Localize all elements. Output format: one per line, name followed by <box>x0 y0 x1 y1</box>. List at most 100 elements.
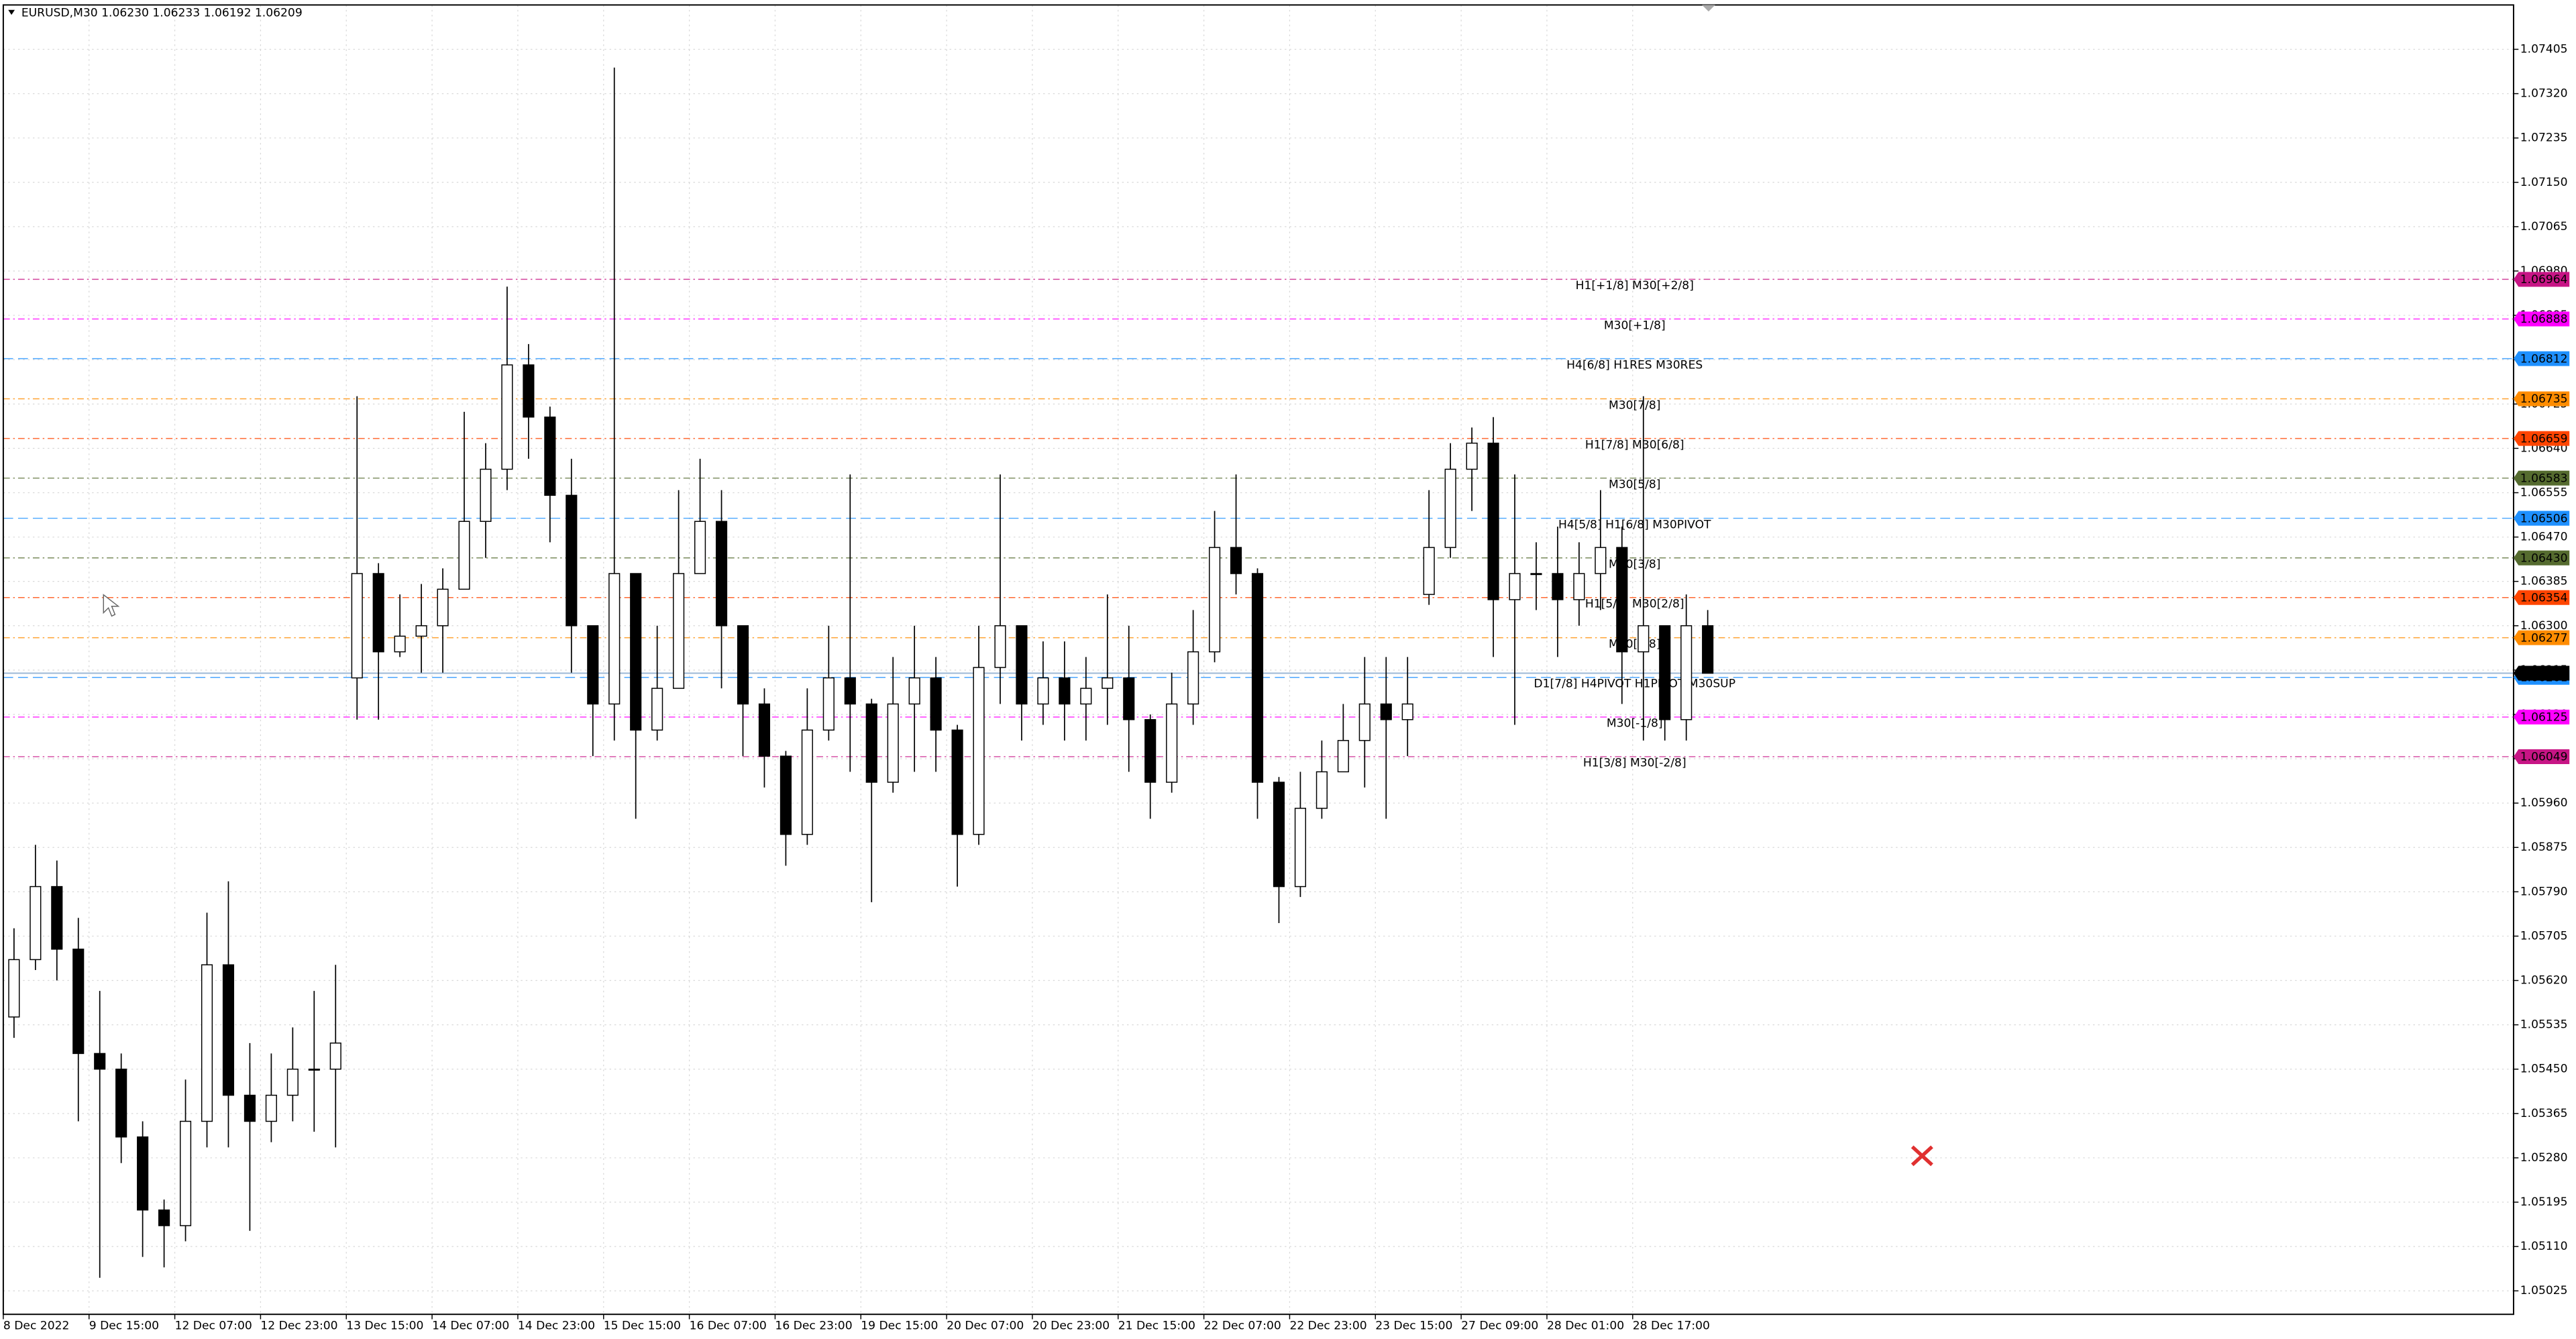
level-label: H1[7/8] M30[6/8] <box>1585 438 1684 451</box>
x-tick-label: 28 Dec 17:00 <box>1633 1319 1710 1332</box>
candle-body <box>1016 625 1028 705</box>
candle-body <box>1166 703 1178 783</box>
candle-body <box>544 416 556 496</box>
candle-body <box>115 1069 127 1138</box>
level-label: M30[-1/8] <box>1607 717 1663 731</box>
x-tick-label: 13 Dec 15:00 <box>346 1319 423 1332</box>
level-badge-label: 1.06659 <box>2520 432 2568 445</box>
level-badge-label: 1.06735 <box>2520 392 2568 406</box>
candle-body <box>394 635 406 653</box>
y-tick-label: 1.06300 <box>2520 619 2568 633</box>
candle-body <box>951 729 963 835</box>
candle-body <box>222 964 235 1096</box>
candle-body <box>1552 573 1564 600</box>
x-tick-label: 27 Dec 09:00 <box>1461 1319 1538 1332</box>
y-tick-label: 1.05110 <box>2520 1240 2568 1253</box>
candle-body <box>822 677 835 731</box>
x-tick-label: 15 Dec 15:00 <box>604 1319 681 1332</box>
level-label: M30[7/8] <box>1609 398 1661 412</box>
candle-body <box>30 886 42 961</box>
level-badge-label: 1.06125 <box>2520 711 2568 725</box>
level-badge <box>2513 550 2570 566</box>
candle-body <box>566 494 578 627</box>
candle-body <box>608 573 621 705</box>
mouse-cursor <box>103 594 120 617</box>
candle-body <box>8 959 20 1018</box>
candle-body <box>137 1136 149 1211</box>
candle-body <box>758 703 771 757</box>
candle-body <box>994 625 1006 668</box>
bid-badge <box>2513 665 2570 681</box>
candle-body <box>1294 808 1307 888</box>
x-tick-label: 20 Dec 07:00 <box>947 1319 1024 1332</box>
candle-body <box>1444 468 1456 548</box>
level-label: M30[5/8] <box>1609 478 1661 491</box>
candle-body <box>887 703 899 783</box>
candle-body <box>415 625 427 637</box>
y-tick-label: 1.07405 <box>2520 42 2568 56</box>
candle-body <box>480 468 492 522</box>
y-tick-label: 1.05875 <box>2520 841 2568 854</box>
candle-body <box>1316 771 1328 809</box>
candle-body <box>265 1094 277 1122</box>
y-tick-label: 1.07320 <box>2520 87 2568 101</box>
y-tick-label: 1.05450 <box>2520 1063 2568 1076</box>
candle-body <box>308 1069 320 1071</box>
candle-body <box>372 573 384 653</box>
y-tick-label: 1.05025 <box>2520 1284 2568 1297</box>
shift-marker <box>1702 5 1715 12</box>
y-tick-label: 1.05280 <box>2520 1151 2568 1165</box>
candle-body <box>501 364 513 470</box>
candle-body <box>1102 677 1114 689</box>
candle-body <box>1123 677 1135 720</box>
candle-body <box>801 729 813 835</box>
candle-body <box>1680 625 1693 720</box>
candle-body <box>1702 625 1714 674</box>
x-tick-label: 9 Dec 15:00 <box>89 1319 159 1332</box>
candle-body <box>973 667 985 835</box>
x-tick-label: 21 Dec 15:00 <box>1118 1319 1195 1332</box>
candle-body <box>1209 547 1221 653</box>
level-badge <box>2513 311 2570 327</box>
y-tick-label: 1.07235 <box>2520 131 2568 145</box>
candle-body <box>1037 677 1049 705</box>
candle-body <box>780 755 792 835</box>
y-tick-label: 1.06385 <box>2520 575 2568 588</box>
level-badge-label: 1.06888 <box>2520 313 2568 326</box>
y-tick-label: 1.05195 <box>2520 1195 2568 1209</box>
y-tick-label: 1.05705 <box>2520 929 2568 943</box>
candle-body <box>458 521 470 590</box>
y-tick-label: 1.05365 <box>2520 1107 2568 1120</box>
level-badge-label: 1.06430 <box>2520 551 2568 565</box>
y-tick-label: 1.05620 <box>2520 974 2568 987</box>
candle-body <box>437 588 449 627</box>
candle-body <box>329 1042 341 1070</box>
level-badge <box>2513 630 2570 645</box>
candle-body <box>844 677 856 705</box>
candle-body <box>908 677 920 705</box>
level-label: H1[+1/8] M30[+2/8] <box>1576 279 1694 292</box>
y-tick-label: 1.05960 <box>2520 796 2568 810</box>
candle-body <box>351 573 363 679</box>
candle-body <box>286 1069 299 1096</box>
x-tick-label: 22 Dec 23:00 <box>1289 1319 1366 1332</box>
x-tick-label: 12 Dec 23:00 <box>260 1319 337 1332</box>
candle-body <box>587 625 599 705</box>
x-tick-label: 14 Dec 23:00 <box>518 1319 595 1332</box>
level-badge <box>2513 391 2570 407</box>
candle-body <box>1337 740 1349 773</box>
candle-body <box>72 949 85 1055</box>
candle-body <box>1401 703 1413 720</box>
level-badge-label: 1.06964 <box>2520 273 2568 286</box>
y-tick-label: 1.06555 <box>2520 486 2568 499</box>
candle-body <box>179 1120 192 1226</box>
level-label: H4[5/8] H1[6/8] M30PIVOT <box>1558 518 1711 531</box>
close-cross[interactable] <box>1911 1145 1933 1167</box>
bid-badge-label: 1.06209 <box>2520 667 2568 680</box>
candle-body <box>1423 547 1435 595</box>
level-badge-label: 1.06049 <box>2520 751 2568 764</box>
chart-header: EURUSD,M30 1.06230 1.06233 1.06192 1.062… <box>21 7 303 20</box>
level-badge <box>2513 431 2570 446</box>
candle-body <box>930 677 942 731</box>
